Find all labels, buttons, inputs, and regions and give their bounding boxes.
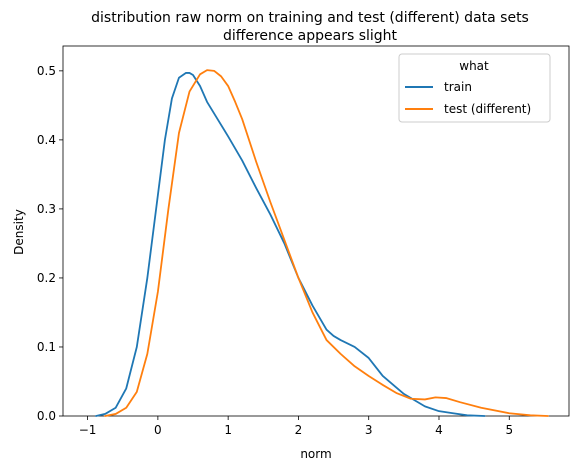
legend-title: what — [459, 59, 489, 73]
legend-label-train: train — [444, 80, 472, 94]
y-tick-label: 0.2 — [37, 271, 56, 285]
x-tick-label: 1 — [224, 423, 232, 437]
x-tick-label: 5 — [505, 423, 513, 437]
chart-subtitle: difference appears slight — [223, 28, 398, 44]
y-axis-label: Density — [12, 209, 26, 255]
y-tick-label: 0.3 — [37, 202, 56, 216]
x-tick-label: −1 — [79, 423, 97, 437]
series-line-test-different — [104, 69, 549, 417]
x-tick-label: 0 — [154, 423, 162, 437]
y-tick-label: 0.1 — [37, 340, 56, 354]
series-layer — [95, 69, 549, 417]
x-tick-label: 3 — [365, 423, 373, 437]
chart-title: distribution raw norm on training and te… — [91, 10, 529, 26]
y-tick-label: 0.0 — [37, 409, 56, 423]
legend-box — [398, 53, 551, 123]
x-axis-label: norm — [300, 447, 331, 461]
y-axis: 0.0 0.1 0.2 0.3 0.4 0.5 — [37, 64, 63, 423]
x-tick-label: 4 — [435, 423, 443, 437]
legend: what train test (different) — [398, 53, 551, 123]
series-line-train — [95, 72, 486, 417]
x-tick-label: 2 — [295, 423, 303, 437]
y-tick-label: 0.4 — [37, 133, 56, 147]
y-tick-label: 0.5 — [37, 64, 56, 78]
legend-label-test-different: test (different) — [444, 102, 531, 116]
x-axis: −1 0 1 2 3 4 5 — [79, 416, 513, 437]
